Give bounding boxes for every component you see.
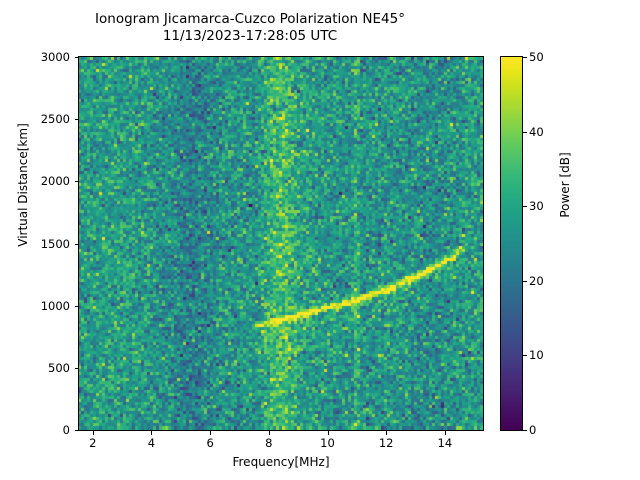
x-axis-label: Frequency[MHz]: [232, 455, 330, 469]
x-tickmark: [327, 431, 329, 435]
colorbar-tickmark: [523, 280, 527, 282]
y-tickmark: [74, 119, 78, 121]
x-tick-label: 2: [89, 436, 97, 450]
x-tick-label: 8: [265, 436, 273, 450]
colorbar-tickmark: [523, 355, 527, 357]
colorbar-tick-label: 20: [529, 273, 544, 288]
y-tick-label: 1000: [40, 298, 70, 313]
x-tick-label: 14: [437, 436, 453, 450]
y-tickmark: [74, 243, 78, 245]
y-tick-label: 0: [62, 423, 70, 437]
x-tickmark: [444, 431, 446, 435]
colorbar-tick-label: 10: [529, 348, 544, 363]
y-tick-label: 2500: [40, 112, 70, 127]
x-tick-label: 10: [320, 436, 335, 450]
x-tickmark: [210, 431, 212, 435]
x-tickmark: [386, 431, 388, 435]
x-tickmark: [151, 431, 153, 435]
y-tick-label: 2000: [40, 174, 70, 189]
colorbar-tickmark: [523, 206, 527, 208]
x-tickmark: [92, 431, 94, 435]
ionogram-heatmap: [79, 57, 483, 430]
y-tickmark: [74, 57, 78, 58]
x-tickmark: [268, 431, 270, 435]
x-tick-label: 4: [147, 436, 156, 450]
chart-title: Ionogram Jicamarca-Cuzco Polarization NE…: [95, 11, 405, 44]
y-tickmark: [74, 181, 78, 183]
colorbar-tick-label: 40: [529, 124, 544, 139]
colorbar-tick-label: 50: [529, 50, 544, 64]
colorbar-gradient: [501, 57, 522, 430]
y-tickmark: [74, 305, 78, 307]
colorbar-tick-label: 30: [529, 199, 544, 214]
y-tick-label: 500: [48, 360, 70, 375]
y-tickmark: [74, 430, 78, 431]
colorbar-tick-label: 0: [529, 423, 537, 437]
colorbar-tickmark: [523, 57, 527, 58]
y-tickmark: [74, 367, 78, 369]
x-tick-label: 6: [206, 436, 214, 450]
y-tick-label: 1500: [40, 236, 70, 251]
colorbar-label: Power [dB]: [558, 152, 572, 218]
colorbar-tickmark: [523, 430, 527, 431]
x-tick-label: 12: [378, 436, 394, 450]
y-tick-label: 3000: [40, 50, 70, 64]
colorbar-tickmark: [523, 131, 527, 133]
